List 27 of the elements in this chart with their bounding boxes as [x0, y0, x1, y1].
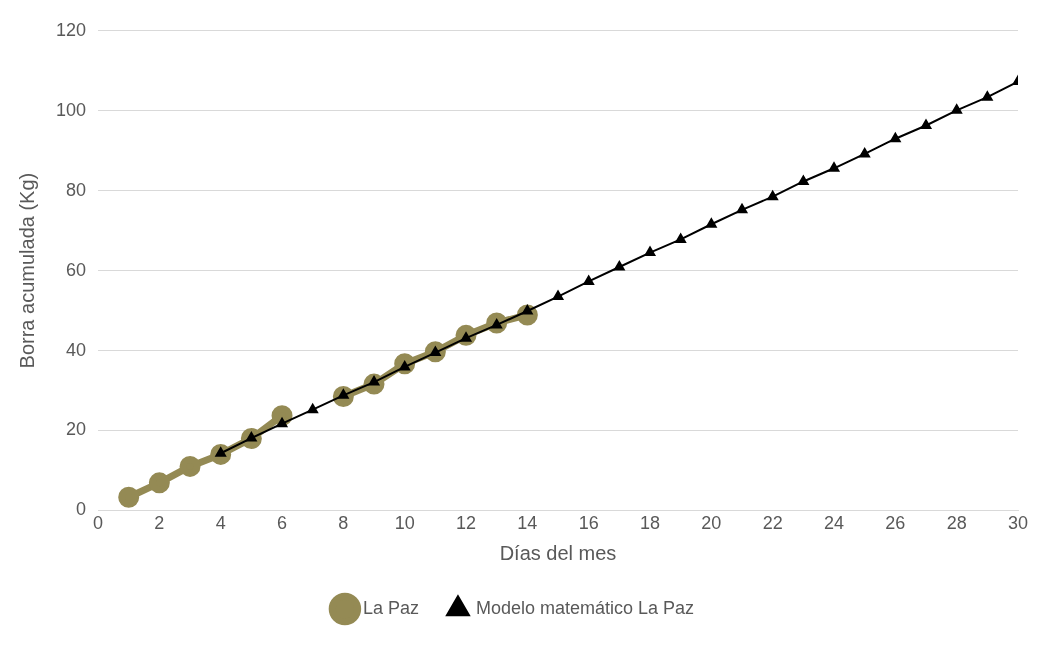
x-tick-label: 2 [154, 513, 165, 534]
y-axis-title: Borra acumulada (Kg) [15, 172, 38, 369]
x-tick-label: 14 [517, 513, 538, 534]
x-tick-label: 28 [946, 513, 967, 534]
x-tick-label: 22 [762, 513, 783, 534]
y-tick-label: 120 [55, 19, 87, 40]
y-tick-label: 20 [66, 419, 87, 440]
x-tick-label: 26 [885, 513, 906, 534]
x-tick-label: 16 [578, 513, 599, 534]
x-tick-label: 18 [640, 513, 661, 534]
y-tick-label: 0 [76, 499, 87, 520]
x-tick-label: 12 [456, 513, 477, 534]
y-tick-label: 80 [66, 179, 87, 200]
x-tick-label: 4 [215, 513, 226, 534]
x-axis-title: Días del mes [499, 541, 617, 564]
x-tick-label: 8 [338, 513, 349, 534]
x-tick-label: 20 [701, 513, 722, 534]
legend-label: La Paz [362, 597, 419, 618]
x-tick-label: 0 [93, 513, 104, 534]
y-tick-label: 40 [66, 339, 87, 360]
y-tick-label: 60 [66, 259, 87, 280]
y-tick-label: 100 [55, 99, 87, 120]
legend-label: Modelo matemático La Paz [475, 597, 695, 618]
x-tick-label: 24 [823, 513, 845, 534]
x-tick-label: 30 [1007, 513, 1029, 534]
x-tick-label: 6 [277, 513, 288, 534]
x-tick-label: 10 [394, 513, 415, 534]
